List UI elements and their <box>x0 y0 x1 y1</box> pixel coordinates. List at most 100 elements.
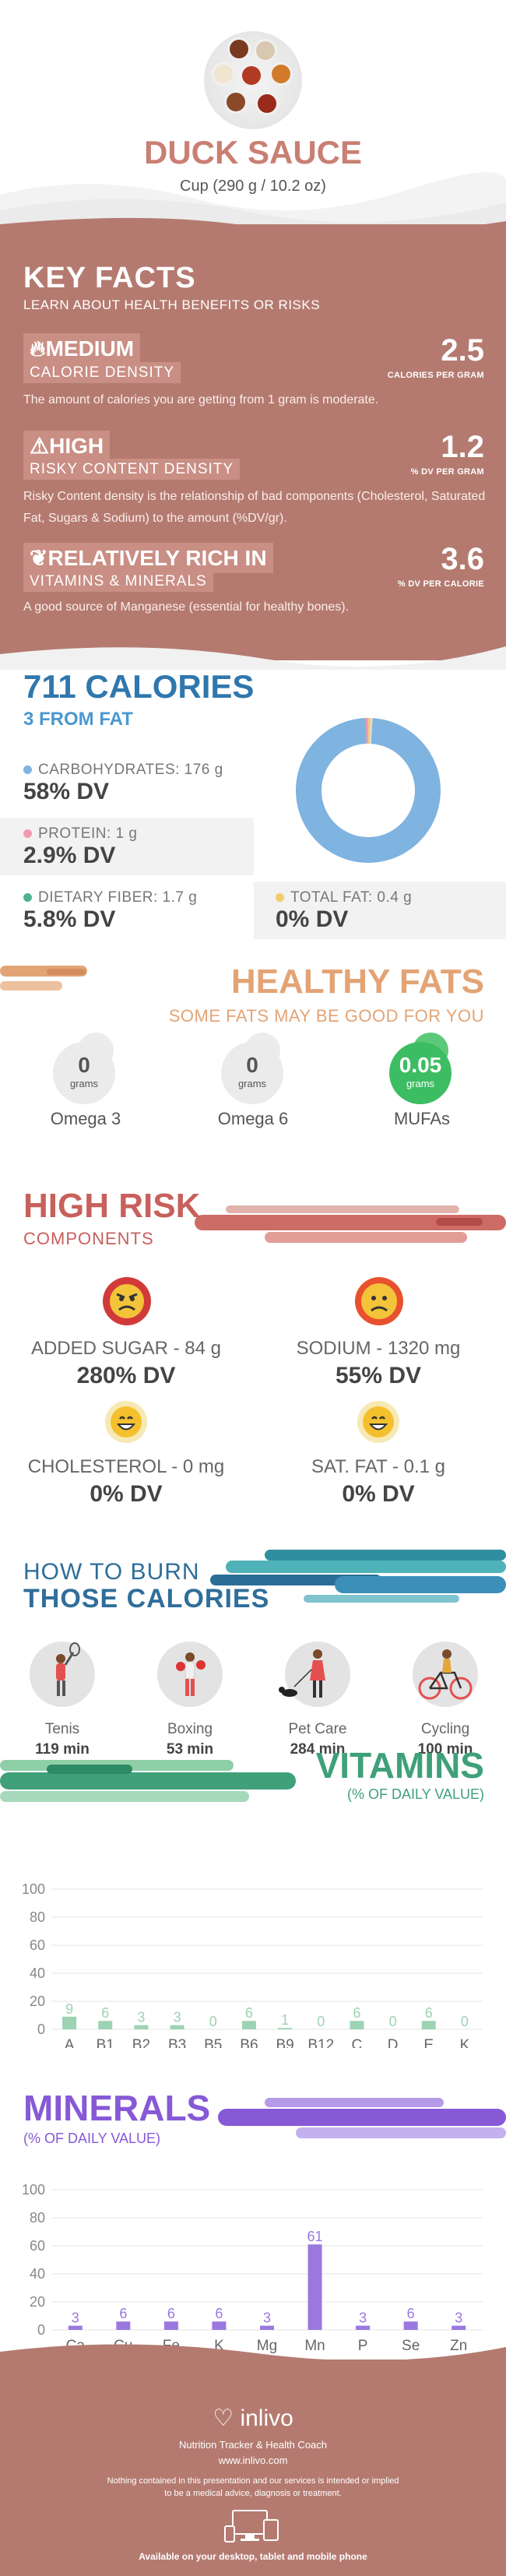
activity-minutes-pet-care: 284 min <box>290 1741 346 1758</box>
x-tick-label: C <box>352 2037 363 2048</box>
bar-E <box>421 2021 436 2029</box>
x-tick-label: B9 <box>276 2037 293 2048</box>
omega-6-circle: 0 grams <box>221 1042 283 1104</box>
omega-3-label: Omega 3 <box>50 1109 121 1128</box>
calorie-density-badge: 🔥︎MEDIUM <box>23 333 141 364</box>
footer-devices: Available on your desktop, tablet and mo… <box>139 2551 367 2562</box>
bar-value-label: 3 <box>359 2310 367 2326</box>
footer-brand[interactable]: ♡ inlivo <box>213 2405 293 2431</box>
burn-stripe-decoration <box>210 1550 506 1603</box>
burn-title-line2: THOSE CALORIES <box>23 1584 270 1614</box>
bar-value-label: 6 <box>245 2005 253 2021</box>
bar-value-label: 3 <box>72 2310 79 2326</box>
bar-Se <box>403 2321 418 2330</box>
cholesterol-label: CHOLESTEROL - 0 mg <box>27 1456 225 1477</box>
angry-face-icon <box>103 1277 151 1325</box>
protein-dv: 2.9% DV <box>23 843 116 868</box>
calories-title: 711 CALORIES <box>23 668 255 705</box>
vitamins-minerals-label: VITAMINS & MINERALS <box>23 571 213 592</box>
calorie-density-unit: CALORIES PER GRAM <box>387 371 484 380</box>
heart-logo-icon: ♡ <box>213 2405 234 2431</box>
bar-value-label: 3 <box>263 2310 271 2326</box>
y-tick-label: 0 <box>37 2022 45 2037</box>
bar-B2 <box>134 2025 149 2029</box>
protein-item: PROTEIN: 1 g 2.9% DV <box>23 825 138 868</box>
bar-value-label: 6 <box>167 2306 175 2321</box>
bar-B6 <box>241 2021 256 2029</box>
y-tick-label: 20 <box>30 2294 45 2310</box>
happy-face-icon <box>104 1400 148 1444</box>
dog-walker-icon <box>279 1642 350 1707</box>
mufas-label: MUFAs <box>393 1109 451 1128</box>
cyclist-icon <box>413 1642 478 1707</box>
bar-value-label: 61 <box>307 2229 323 2244</box>
mufas-card: 0.05 grams <box>374 1033 475 1110</box>
donut-slice-fat <box>368 718 371 744</box>
bar-Zn <box>452 2325 466 2330</box>
bar-Cu <box>116 2321 131 2330</box>
bar-P <box>356 2325 371 2330</box>
x-tick-label: Se <box>402 2338 420 2354</box>
x-tick-label: P <box>358 2338 368 2354</box>
burn-title-line1: HOW TO BURN <box>23 1559 200 1585</box>
vitamins-minerals-value: 3.6 <box>441 542 484 576</box>
vitamins-title: VITAMINS <box>315 1745 484 1786</box>
bar-value-label: 0 <box>389 2014 397 2029</box>
bar-Mg <box>260 2325 274 2330</box>
x-tick-label: B6 <box>240 2037 258 2048</box>
flame-icon: 🔥︎ <box>30 336 46 361</box>
bar-value-label: 0 <box>209 2014 217 2029</box>
high-risk-title: HIGH RISK <box>23 1187 201 1225</box>
macronutrient-donut-chart <box>296 718 441 863</box>
total-fat-dv: 0% DV <box>276 906 349 932</box>
x-tick-label: A <box>65 2037 75 2048</box>
food-title: DUCK SAUCE <box>143 134 362 171</box>
protein-dot <box>23 829 32 839</box>
x-tick-label: Mn <box>304 2338 325 2354</box>
dietary-fiber-item: DIETARY FIBER: 1.7 g 5.8% DV <box>23 889 198 932</box>
fiber-dot <box>23 893 32 903</box>
boxer-icon <box>157 1642 223 1707</box>
minerals-stripe-decoration <box>218 2098 506 2138</box>
omega-3-circle: 0 grams <box>53 1042 115 1104</box>
added-sugar-label: ADDED SUGAR - 84 g <box>30 1338 222 1359</box>
carbohydrates-dot <box>23 765 32 775</box>
bar-value-label: 3 <box>455 2310 462 2326</box>
bar-value-label: 6 <box>119 2306 127 2321</box>
fat-band <box>254 882 506 939</box>
risky-content-level: ⚠︎HIGH <box>23 431 111 461</box>
minerals-bar-chart: 0204060801003Ca6Cu6Fe6K3Mg61Mn3P6Se3Zn <box>22 2182 483 2354</box>
fat-dot <box>276 893 284 903</box>
bar-Mn <box>307 2244 322 2330</box>
activity-name-tennis: Tenis <box>44 1721 80 1737</box>
risky-content-badge: ⚠︎HIGH <box>23 431 111 461</box>
bar-value-label: 0 <box>461 2014 469 2029</box>
tennis-player-icon <box>30 1642 95 1707</box>
footer-url[interactable]: www.inlivo.com <box>218 2455 288 2466</box>
bar-A <box>62 2016 77 2029</box>
bar-value-label: 3 <box>174 2010 181 2025</box>
mufas-circle: 0.05 grams <box>389 1042 452 1104</box>
y-tick-label: 80 <box>30 2210 45 2226</box>
donut-slice-protein <box>365 718 369 744</box>
donut-slice-other <box>370 718 373 744</box>
cholesterol-dv: 0% DV <box>90 1481 163 1507</box>
key-facts-title: KEY FACTS <box>23 262 196 294</box>
header-wave-decoration <box>0 172 506 234</box>
high-risk-stripe-decoration <box>195 1205 506 1243</box>
bar-value-label: 6 <box>101 2005 109 2021</box>
x-tick-label: D <box>388 2037 399 2048</box>
activity-name-cycling: Cycling <box>420 1721 470 1737</box>
bar-B3 <box>170 2025 184 2029</box>
bar-value-label: 6 <box>407 2306 415 2321</box>
risky-content-unit: % DV PER GRAM <box>410 467 484 477</box>
y-tick-label: 0 <box>37 2322 45 2338</box>
x-tick-label: Zn <box>450 2338 467 2354</box>
minerals-subtitle: (% OF DAILY VALUE) <box>23 2131 161 2146</box>
donut-slice-carbs <box>296 718 441 863</box>
calorie-density-level: 🔥︎MEDIUM <box>23 333 141 364</box>
y-tick-label: 80 <box>30 1909 45 1925</box>
warning-icon: ⚠︎ <box>30 434 50 458</box>
bar-value-label: 6 <box>353 2005 360 2021</box>
